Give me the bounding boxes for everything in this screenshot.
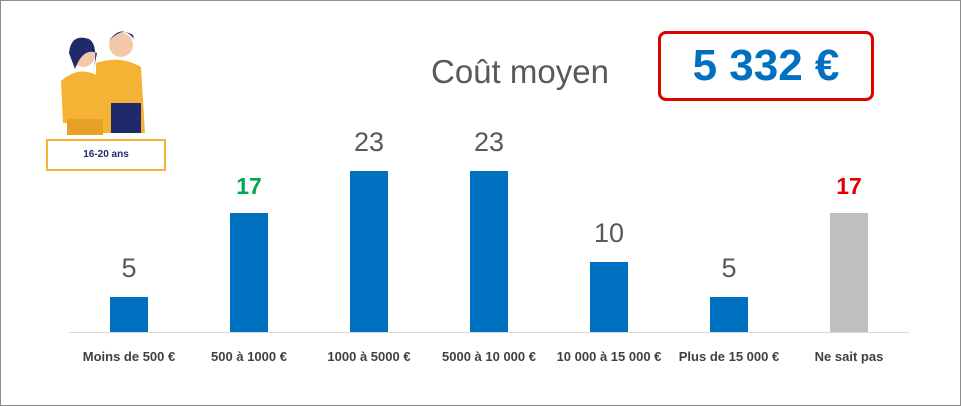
x-tick-label: Moins de 500 € (82, 349, 176, 364)
average-cost: 5 332 € (658, 31, 874, 101)
value-label: 23 (353, 127, 385, 157)
x-tick-label: 1000 à 5000 € (327, 349, 411, 364)
value-label: 17 (836, 173, 862, 199)
x-tick-label: Plus de 15 000 € (678, 349, 780, 364)
age-badge: 16-20 ans (46, 139, 166, 171)
baseline (69, 332, 909, 333)
x-tick-label: 5000 à 10 000 € (442, 349, 536, 364)
bar (590, 262, 628, 332)
bar (230, 213, 268, 332)
value-label: 23 (473, 127, 505, 157)
value-label: 5 (121, 253, 137, 283)
bar (350, 171, 388, 332)
x-tick-label: 10 000 à 15 000 € (556, 349, 662, 364)
bar (110, 297, 148, 332)
people-illustration (61, 31, 145, 135)
value-label: 17 (236, 173, 262, 199)
bar (470, 171, 508, 332)
bar (710, 297, 748, 332)
title: Coût moyen (431, 53, 609, 90)
x-tick-label: 500 à 1000 € (211, 349, 287, 364)
value-label: 10 (593, 218, 625, 248)
bar (830, 213, 868, 332)
x-tick-label: Ne sait pas (814, 349, 884, 364)
value-label: 5 (721, 253, 737, 283)
